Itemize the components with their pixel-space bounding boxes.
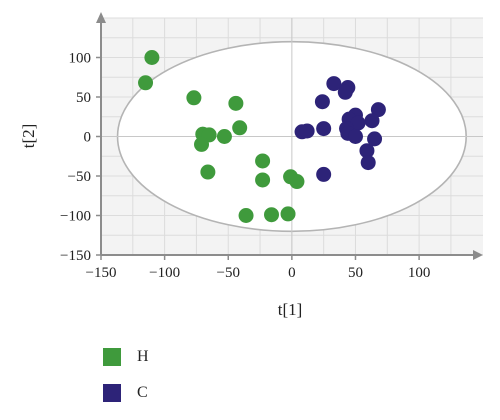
data-point-h bbox=[280, 206, 296, 222]
data-point-h bbox=[255, 153, 271, 169]
legend-swatch-h bbox=[103, 348, 121, 366]
data-point-c bbox=[347, 129, 363, 144]
data-point-c bbox=[316, 166, 332, 182]
data-point-h bbox=[289, 174, 305, 190]
y-axis-arrow bbox=[96, 12, 106, 23]
x-tick-label: −150 bbox=[86, 265, 117, 281]
data-point-h bbox=[200, 164, 216, 180]
y-tick-label: 50 bbox=[76, 90, 91, 106]
data-point-h bbox=[194, 136, 210, 152]
x-tick-label: −100 bbox=[149, 265, 180, 281]
legend-item-c: C bbox=[103, 379, 149, 407]
data-point-h bbox=[138, 75, 154, 91]
data-point-c bbox=[314, 94, 330, 110]
x-tick-label: 100 bbox=[408, 265, 431, 281]
data-point-c bbox=[337, 84, 353, 100]
data-point-h bbox=[186, 90, 202, 106]
legend-label-c: C bbox=[137, 384, 148, 401]
data-point-h bbox=[216, 129, 232, 144]
x-tick-label: 50 bbox=[348, 265, 363, 281]
x-tick-label: −50 bbox=[217, 265, 240, 281]
data-point-c bbox=[299, 123, 315, 139]
data-point-h bbox=[264, 207, 280, 223]
data-point-c bbox=[360, 155, 376, 171]
data-point-h bbox=[144, 50, 160, 65]
data-point-c bbox=[359, 143, 375, 159]
data-point-c bbox=[350, 115, 366, 131]
legend: H C bbox=[103, 343, 149, 415]
data-point-c bbox=[316, 121, 332, 137]
data-points bbox=[138, 50, 386, 223]
y-tick-label: −50 bbox=[68, 169, 91, 185]
data-point-c bbox=[364, 113, 380, 129]
y-axis-title: t[2] bbox=[19, 124, 38, 149]
data-point-c bbox=[367, 131, 383, 147]
y-tick-label: −150 bbox=[60, 248, 91, 264]
data-point-h bbox=[228, 95, 244, 111]
data-point-h bbox=[255, 172, 271, 188]
x-tick-label: 0 bbox=[288, 265, 296, 281]
y-tick-label: 100 bbox=[69, 51, 92, 67]
axes: −150 −100 −50 0 50 100 −150 −100 −50 0 50 100 bbox=[60, 12, 483, 281]
data-point-h bbox=[238, 208, 254, 223]
x-axis-arrow bbox=[473, 250, 483, 260]
y-tick-label: −100 bbox=[60, 209, 91, 225]
data-point-c bbox=[370, 102, 386, 118]
y-tick-label: 0 bbox=[84, 130, 92, 146]
data-point-c bbox=[326, 76, 342, 92]
data-point-h bbox=[232, 120, 248, 136]
x-axis-title: t[1] bbox=[278, 300, 303, 319]
legend-item-h: H bbox=[103, 343, 149, 371]
legend-swatch-c bbox=[103, 384, 121, 402]
legend-label-h: H bbox=[137, 348, 149, 365]
